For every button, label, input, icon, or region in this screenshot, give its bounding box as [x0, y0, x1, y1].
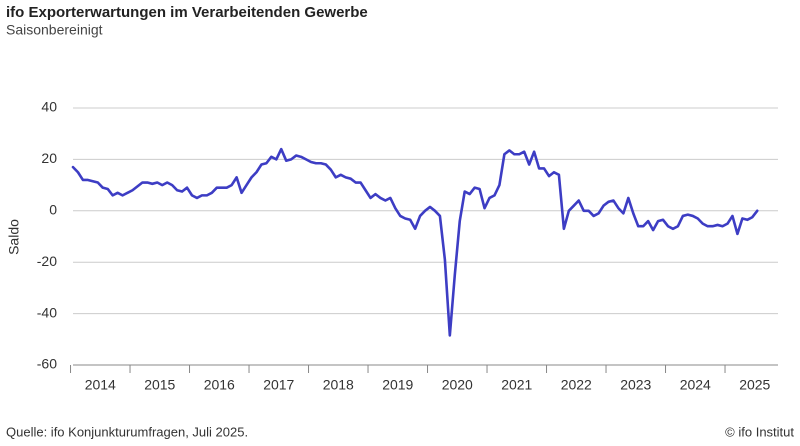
data-line [71, 147, 759, 337]
x-tick-label: 2023 [620, 377, 651, 393]
y-tick-label: -60 [37, 356, 57, 372]
x-tick-label: 2021 [501, 377, 532, 393]
x-tick-label: 2014 [85, 377, 116, 393]
y-tick-label: -40 [37, 304, 57, 320]
y-tick-label: 20 [41, 150, 57, 166]
x-tick-label: 2025 [739, 377, 770, 393]
x-tick-label: 2020 [442, 377, 473, 393]
y-tick-label: -20 [37, 253, 57, 269]
chart-subtitle: Saisonbereinigt [6, 22, 103, 38]
x-tick-label: 2016 [204, 377, 235, 393]
y-tick-label: 0 [49, 202, 57, 218]
x-tick-label: 2015 [144, 377, 175, 393]
x-tick-label: 2018 [323, 377, 354, 393]
x-tick-label: 2017 [263, 377, 294, 393]
y-tick-label: 40 [41, 99, 57, 115]
chart-title: ifo Exporterwartungen im Verarbeitenden … [6, 4, 368, 21]
source: Quelle: ifo Konjunkturumfragen, Juli 202… [6, 424, 248, 439]
x-tick-label: 2022 [561, 377, 592, 393]
y-axis-label: Saldo [6, 219, 22, 255]
x-tick-label: 2019 [382, 377, 413, 393]
x-tick-label: 2024 [680, 377, 711, 393]
credit: © ifo Institut [725, 424, 794, 439]
